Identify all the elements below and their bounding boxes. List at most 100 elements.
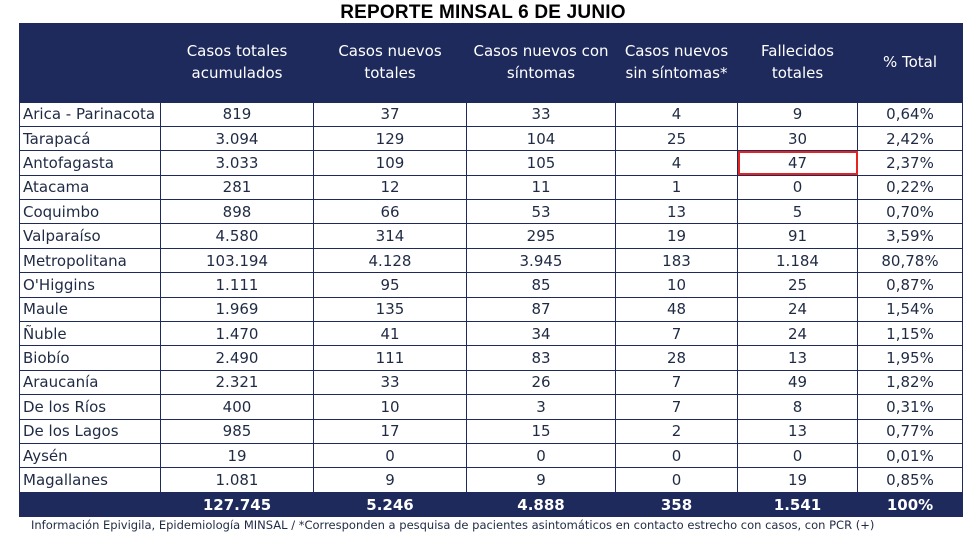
table-row: De los Lagos 985 17 15 2 13 0,77% bbox=[19, 418, 963, 444]
deaths-cell: 24 bbox=[737, 321, 858, 347]
table-row: Biobío 2.490 111 83 28 13 1,95% bbox=[19, 345, 963, 371]
cumulative-cell: 2.490 bbox=[160, 345, 314, 371]
deaths-cell: 1.184 bbox=[737, 247, 858, 274]
symptomatic-cell: 87 bbox=[466, 296, 616, 323]
percent-cell: 0,77% bbox=[857, 418, 963, 444]
new-total-cell: 111 bbox=[313, 345, 467, 371]
new-total-cell: 17 bbox=[313, 418, 467, 444]
table-row: Aysén 19 0 0 0 0 0,01% bbox=[19, 442, 963, 469]
table-row: Arica - Parinacota 819 37 33 4 9 0,64% bbox=[19, 101, 963, 127]
percent-cell: 0,87% bbox=[857, 272, 963, 298]
region-cell: Atacama bbox=[19, 174, 161, 201]
header-percent: % Total bbox=[857, 23, 963, 102]
deaths-cell: 8 bbox=[737, 394, 858, 420]
asymptomatic-cell: 0 bbox=[615, 442, 738, 469]
percent-cell: 1,95% bbox=[857, 345, 963, 371]
symptomatic-cell: 83 bbox=[466, 345, 616, 371]
symptomatic-cell: 3 bbox=[466, 394, 616, 420]
symptomatic-cell: 85 bbox=[466, 272, 616, 298]
asymptomatic-cell: 1 bbox=[615, 174, 738, 201]
symptomatic-cell: 53 bbox=[466, 199, 616, 225]
table-header: Casos totales acumulados Casos nuevos to… bbox=[19, 23, 963, 102]
table-row: O'Higgins 1.111 95 85 10 25 0,87% bbox=[19, 272, 963, 298]
asymptomatic-cell: 0 bbox=[615, 467, 738, 493]
cumulative-cell: 1.111 bbox=[160, 272, 314, 298]
table-row: Coquimbo 898 66 53 13 5 0,70% bbox=[19, 199, 963, 225]
percent-cell: 1,54% bbox=[857, 296, 963, 323]
cumulative-cell: 3.094 bbox=[160, 125, 314, 152]
deaths-cell: 13 bbox=[737, 345, 858, 371]
deaths-cell: 91 bbox=[737, 223, 858, 249]
percent-cell: 0,70% bbox=[857, 199, 963, 225]
percent-cell: 0,31% bbox=[857, 394, 963, 420]
region-cell: Ñuble bbox=[19, 321, 161, 347]
symptomatic-cell: 26 bbox=[466, 369, 616, 396]
percent-cell: 3,59% bbox=[857, 223, 963, 249]
new-total-cell: 9 bbox=[313, 467, 467, 493]
new-total-cell: 10 bbox=[313, 394, 467, 420]
new-total-cell: 66 bbox=[313, 199, 467, 225]
deaths-cell: 13 bbox=[737, 418, 858, 444]
percent-cell: 0,64% bbox=[857, 101, 963, 127]
new-total-cell: 129 bbox=[313, 125, 467, 152]
table-row: Maule 1.969 135 87 48 24 1,54% bbox=[19, 296, 963, 323]
totals-deaths: 1.541 bbox=[737, 492, 858, 518]
table-footer: 127.745 5.246 4.888 358 1.541 100% bbox=[19, 492, 963, 518]
deaths-cell: 25 bbox=[737, 272, 858, 298]
percent-cell: 2,37% bbox=[857, 150, 963, 176]
symptomatic-cell: 0 bbox=[466, 442, 616, 469]
new-total-cell: 314 bbox=[313, 223, 467, 249]
totals-cumulative: 127.745 bbox=[160, 492, 314, 518]
header-new-asymptomatic: Casos nuevos sin síntomas* bbox=[615, 23, 738, 102]
totals-new: 5.246 bbox=[313, 492, 467, 518]
header-total-cumulative: Casos totales acumulados bbox=[160, 23, 314, 102]
percent-cell: 80,78% bbox=[857, 247, 963, 274]
region-cell: Coquimbo bbox=[19, 199, 161, 225]
table-row: Antofagasta 3.033 109 105 4 47 2,37% bbox=[19, 150, 963, 176]
percent-cell: 2,42% bbox=[857, 125, 963, 152]
symptomatic-cell: 104 bbox=[466, 125, 616, 152]
totals-symptomatic: 4.888 bbox=[466, 492, 616, 518]
region-cell: Aysén bbox=[19, 442, 161, 469]
cumulative-cell: 985 bbox=[160, 418, 314, 444]
header-new-total: Casos nuevos totales bbox=[313, 23, 467, 102]
symptomatic-cell: 3.945 bbox=[466, 247, 616, 274]
new-total-cell: 33 bbox=[313, 369, 467, 396]
new-total-cell: 37 bbox=[313, 101, 467, 127]
region-cell: Maule bbox=[19, 296, 161, 323]
totals-label bbox=[19, 492, 161, 518]
asymptomatic-cell: 19 bbox=[615, 223, 738, 249]
new-total-cell: 0 bbox=[313, 442, 467, 469]
source-footnote: Información Epivigila, Epidemiología MIN… bbox=[31, 518, 875, 532]
asymptomatic-cell: 7 bbox=[615, 394, 738, 420]
cumulative-cell: 1.470 bbox=[160, 321, 314, 347]
new-total-cell: 109 bbox=[313, 150, 467, 176]
region-cell: Magallanes bbox=[19, 467, 161, 493]
symptomatic-cell: 105 bbox=[466, 150, 616, 176]
new-total-cell: 95 bbox=[313, 272, 467, 298]
region-cell: Biobío bbox=[19, 345, 161, 371]
table-row: Atacama 281 12 11 1 0 0,22% bbox=[19, 174, 963, 201]
table-row: Valparaíso 4.580 314 295 19 91 3,59% bbox=[19, 223, 963, 249]
totals-row: 127.745 5.246 4.888 358 1.541 100% bbox=[19, 492, 963, 518]
asymptomatic-cell: 2 bbox=[615, 418, 738, 444]
asymptomatic-cell: 4 bbox=[615, 101, 738, 127]
asymptomatic-cell: 48 bbox=[615, 296, 738, 323]
symptomatic-cell: 11 bbox=[466, 174, 616, 201]
totals-asymptomatic: 358 bbox=[615, 492, 738, 518]
deaths-cell: 24 bbox=[737, 296, 858, 323]
header-new-symptomatic: Casos nuevos con síntomas bbox=[466, 23, 616, 102]
table-body: Arica - Parinacota 819 37 33 4 9 0,64% Tarapacá… bbox=[19, 101, 963, 493]
asymptomatic-cell: 4 bbox=[615, 150, 738, 176]
region-cell: Araucanía bbox=[19, 369, 161, 396]
asymptomatic-cell: 183 bbox=[615, 247, 738, 274]
deaths-cell: 49 bbox=[737, 369, 858, 396]
deaths-cell: 30 bbox=[737, 125, 858, 152]
new-total-cell: 12 bbox=[313, 174, 467, 201]
table-row: Ñuble 1.470 41 34 7 24 1,15% bbox=[19, 321, 963, 347]
highlighted-deaths-cell: 47 bbox=[737, 150, 858, 176]
region-cell: Metropolitana bbox=[19, 247, 161, 274]
report-title: REPORTE MINSAL 6 DE JUNIO bbox=[340, 2, 626, 23]
cumulative-cell: 2.321 bbox=[160, 369, 314, 396]
region-cell: De los Lagos bbox=[19, 418, 161, 444]
